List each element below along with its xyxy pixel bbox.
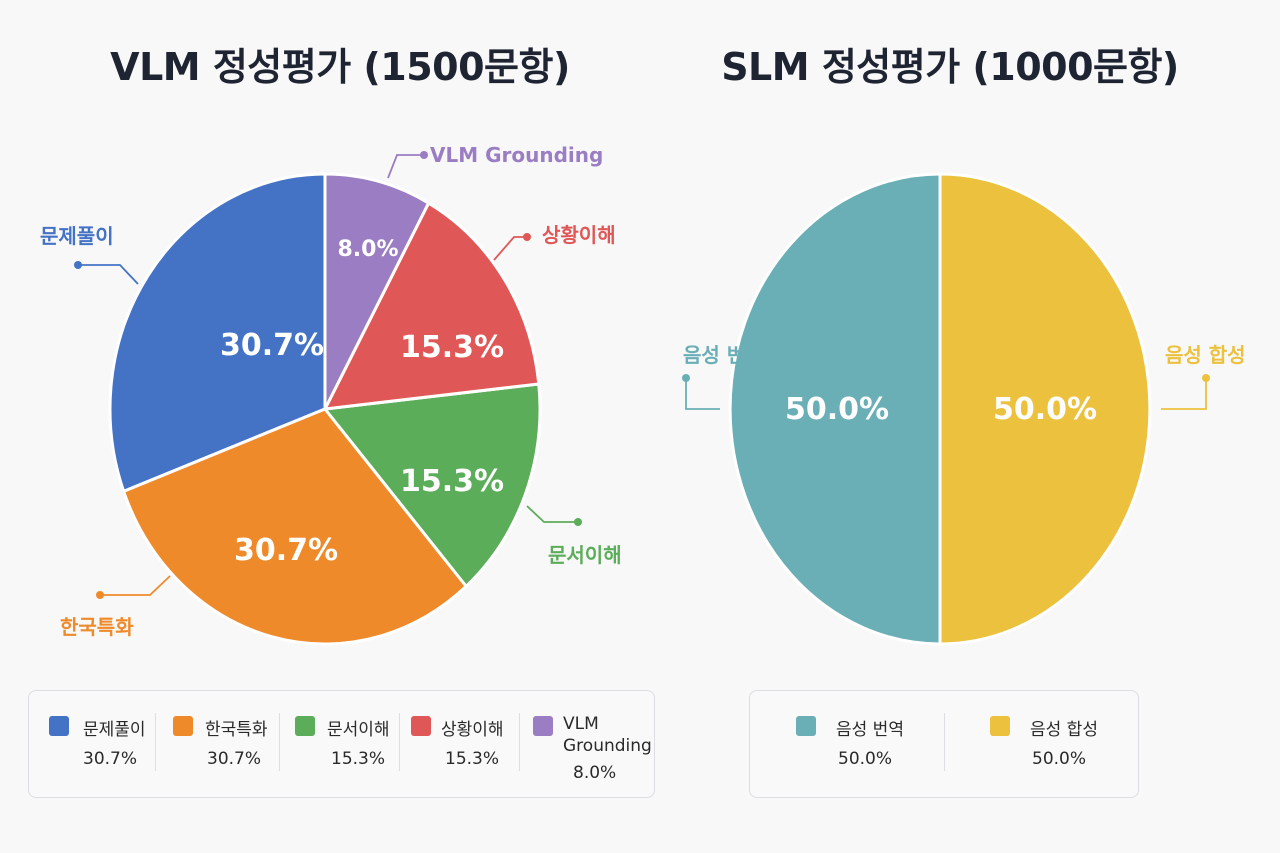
slm-legend-swatch xyxy=(796,716,816,736)
vlm-leader-line-한국특화 xyxy=(100,575,171,596)
vlm-legend-item-vlm-grounding: VLM Grounding 8.0% xyxy=(533,691,653,797)
vlm-legend-label: 문서이해 xyxy=(327,720,390,740)
slm-slice-음성-합성 xyxy=(938,172,1152,646)
vlm-legend-divider xyxy=(519,713,520,771)
vlm-leader-dot-문제풀이 xyxy=(74,261,82,269)
vlm-category-label-상황이해: 상황이해 xyxy=(542,223,616,247)
vlm-leader-line-상황이해 xyxy=(493,236,527,261)
vlm-legend-swatch xyxy=(295,716,315,736)
vlm-legend-divider xyxy=(279,713,280,771)
vlm-leader-line-문서이해 xyxy=(526,505,578,523)
vlm-legend-item-문서이해: 문서이해 15.3% xyxy=(295,691,405,797)
vlm-legend-value: 30.7% xyxy=(207,749,262,769)
slm-category-label-음성-합성: 음성 합성 xyxy=(1165,343,1246,367)
vlm-legend-swatch xyxy=(49,716,69,736)
vlm-leader-line-vlm-grounding xyxy=(387,154,424,179)
slm-category-label-음성-번역: 음성 번역 xyxy=(683,343,764,367)
vlm-slice-문제풀이 xyxy=(108,172,327,493)
vlm-chart-title: VLM 정성평가 (1500문항) xyxy=(110,45,570,89)
vlm-category-label-문서이해: 문서이해 xyxy=(548,543,622,567)
vlm-leader-dot-상황이해 xyxy=(523,233,531,241)
slm-legend-value: 50.0% xyxy=(1032,749,1087,769)
vlm-legend-item-상황이해: 상황이해 15.3% xyxy=(411,691,521,797)
vlm-legend-item-문제풀이: 문제풀이 30.7% xyxy=(49,691,159,797)
slm-leader-line-음성-합성 xyxy=(1161,378,1207,410)
vlm-legend-label: 한국특화 xyxy=(205,720,268,740)
vlm-legend-value: 15.3% xyxy=(445,749,500,769)
vlm-value-label-상황이해: 15.3% xyxy=(400,330,504,365)
vlm-leader-line-문제풀이 xyxy=(78,264,139,285)
slm-leader-line-음성-번역 xyxy=(685,378,720,410)
vlm-legend-divider xyxy=(155,713,156,771)
vlm-legend-swatch xyxy=(411,716,431,736)
vlm-legend-label: VLM Grounding xyxy=(563,714,652,756)
vlm-slice-상황이해 xyxy=(323,201,541,411)
vlm-legend-item-한국특화: 한국특화 30.7% xyxy=(173,691,283,797)
vlm-legend-label: 문제풀이 xyxy=(83,720,146,740)
slm-legend-label: 음성 번역 xyxy=(836,720,904,740)
vlm-legend-swatch xyxy=(173,716,193,736)
slm-legend-divider xyxy=(944,713,945,771)
slm-legend-swatch xyxy=(990,716,1010,736)
slm-chart-title: SLM 정성평가 (1000문항) xyxy=(721,45,1179,89)
vlm-leader-dot-한국특화 xyxy=(96,591,104,599)
slm-legend-label: 음성 합성 xyxy=(1030,720,1098,740)
slm-slice-음성-번역 xyxy=(728,172,942,646)
vlm-legend-value: 15.3% xyxy=(331,749,386,769)
vlm-value-label-vlm-grounding: 8.0% xyxy=(337,237,398,262)
slm-legend-item-음성-합성: 음성 합성 50.0% xyxy=(990,691,1130,797)
slm-leader-dot-음성-합성 xyxy=(1202,374,1210,382)
vlm-legend-value: 30.7% xyxy=(83,749,138,769)
vlm-category-label-vlm-grounding: VLM Grounding xyxy=(430,143,603,167)
vlm-legend-value: 8.0% xyxy=(573,763,617,783)
vlm-value-label-문서이해: 15.3% xyxy=(400,464,504,499)
vlm-chart-panel: VLM 정성평가 (1500문항) 30.7% 30.7% 15.3% 15.3% 8.… xyxy=(28,45,655,798)
slm-legend-value: 50.0% xyxy=(838,749,893,769)
vlm-value-label-한국특화: 30.7% xyxy=(234,533,338,568)
vlm-category-label-문제풀이: 문제풀이 xyxy=(40,224,114,248)
slm-legend-item-음성-번역: 음성 번역 50.0% xyxy=(796,691,936,797)
vlm-value-label-문제풀이: 30.7% xyxy=(220,328,324,363)
vlm-leader-dot-문서이해 xyxy=(574,518,582,526)
slm-value-label-음성-합성: 50.0% xyxy=(993,392,1097,427)
vlm-legend-label: 상황이해 xyxy=(441,720,504,740)
vlm-slice-vlm-grounding xyxy=(323,172,431,411)
slm-chart-panel: SLM 정성평가 (1000문항) 50.0% 50.0% 음성 번역 음성 합성 음… xyxy=(650,0,1280,853)
slm-legend: 음성 번역 50.0% 음성 합성 50.0% xyxy=(749,690,1139,798)
slm-leader-dot-음성-번역 xyxy=(682,374,690,382)
vlm-legend-divider xyxy=(399,713,400,771)
vlm-legend-swatch xyxy=(533,716,553,736)
vlm-slice-한국특화 xyxy=(122,407,468,646)
slm-pie-chart: 50.0% 50.0% 음성 번역 음성 합성 xyxy=(682,172,1246,646)
vlm-slice-문서이해 xyxy=(323,382,542,588)
vlm-category-label-한국특화: 한국특화 xyxy=(60,615,134,639)
vlm-legend: 문제풀이 30.7% 한국특화 30.7% 문서이해 15.3% 상황이해 15.3% VLM … xyxy=(28,690,655,798)
slm-value-label-음성-번역: 50.0% xyxy=(785,392,889,427)
vlm-leader-dot-vlm-grounding xyxy=(420,151,428,159)
